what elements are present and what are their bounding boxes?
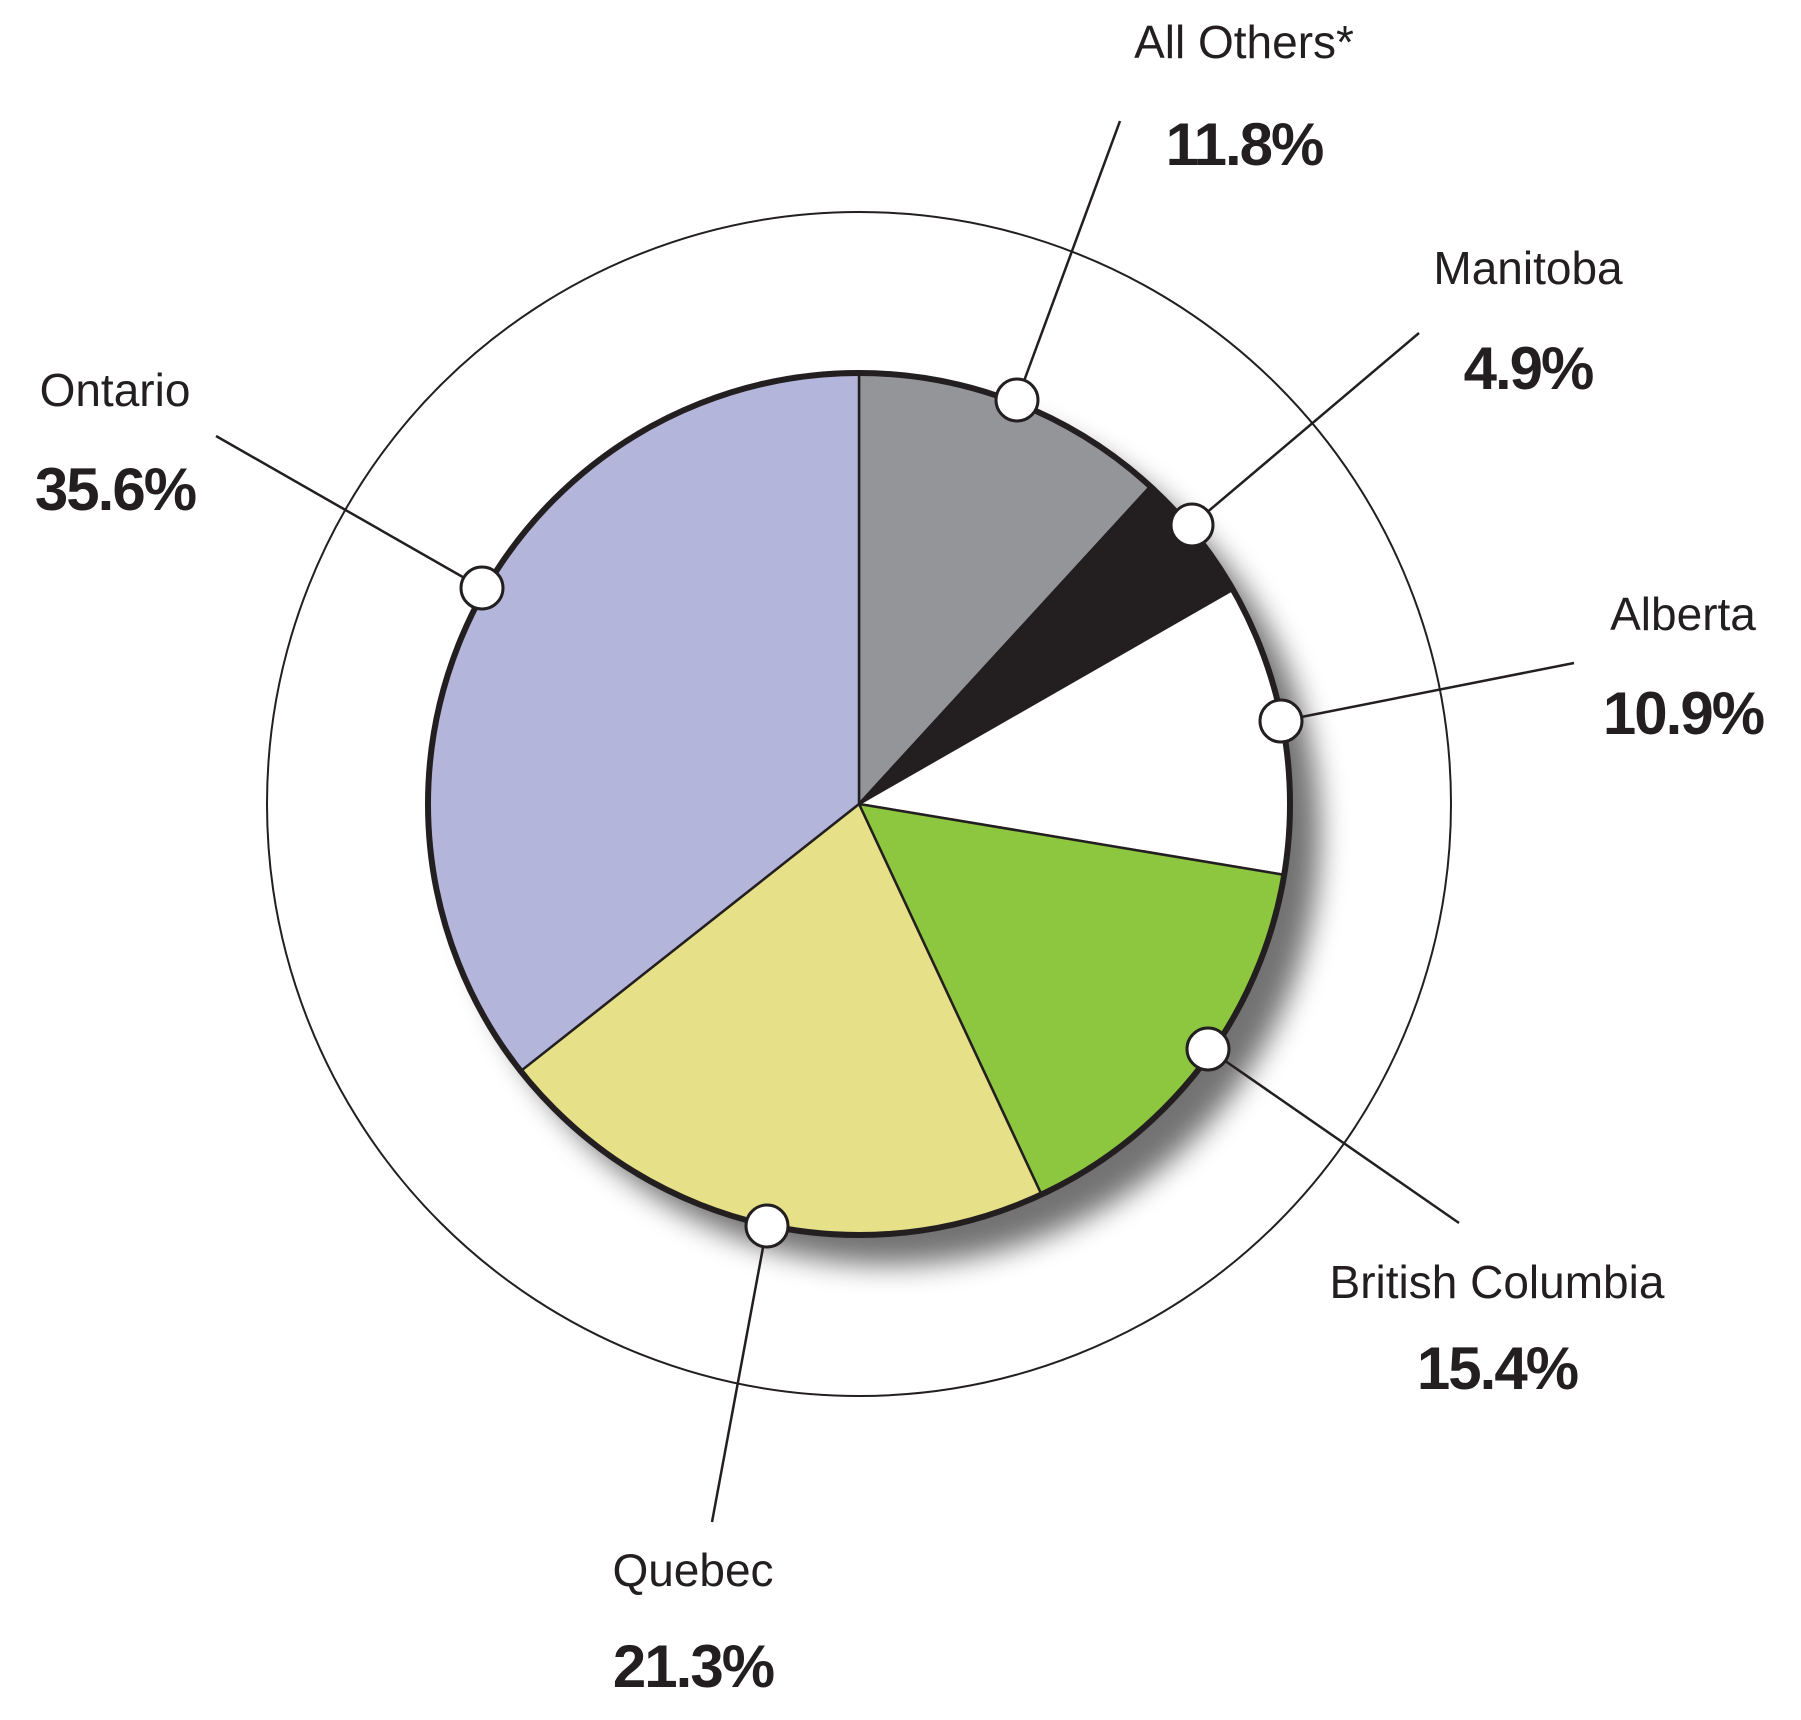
category-label: British Columbia [1330, 1256, 1665, 1308]
label-marker [1169, 502, 1215, 548]
value-label: 35.6% [35, 456, 196, 523]
value-label: 11.8% [1166, 111, 1323, 178]
pie-border [425, 370, 1293, 1238]
leader-line [1280, 661, 1575, 723]
value-label: 21.3% [613, 1633, 774, 1700]
label-marker [744, 1203, 790, 1249]
value-label: 15.4% [1417, 1335, 1578, 1402]
leader-line [1015, 120, 1122, 401]
leader-line [1207, 1047, 1460, 1225]
value-label: 4.9% [1464, 335, 1593, 402]
outer-ring [266, 211, 1452, 1397]
category-label: Alberta [1610, 588, 1756, 640]
leader-line [1191, 332, 1420, 526]
slices [426, 371, 1292, 1237]
category-label: Ontario [40, 364, 191, 416]
category-label: Manitoba [1433, 242, 1623, 294]
label-marker [994, 377, 1040, 423]
leader-line [710, 1225, 769, 1523]
labels: All Others* 11.8% Manitoba 4.9% Alberta 10.9%… [35, 16, 1766, 1700]
value-label: 10.9% [1603, 680, 1764, 747]
leader-line [215, 434, 483, 590]
category-label: All Others* [1134, 16, 1354, 68]
category-label: Quebec [612, 1544, 773, 1596]
label-marker [1185, 1026, 1231, 1072]
label-marker [459, 565, 505, 611]
label-marker [1258, 698, 1304, 744]
